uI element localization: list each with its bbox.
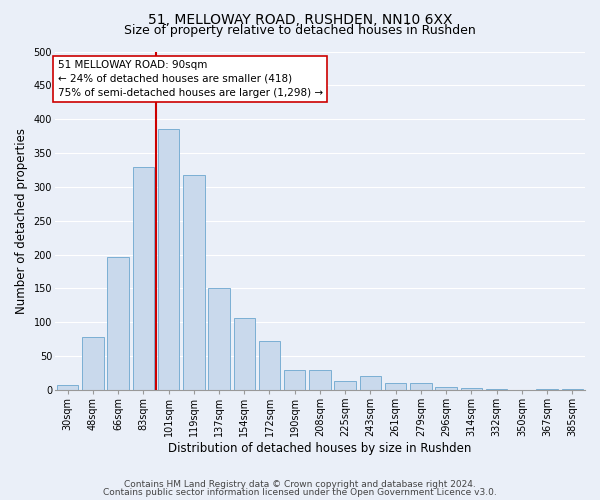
Bar: [360, 376, 381, 390]
Bar: [309, 370, 331, 390]
Bar: [461, 388, 482, 390]
Bar: [562, 388, 583, 390]
Bar: [334, 381, 356, 390]
X-axis label: Distribution of detached houses by size in Rushden: Distribution of detached houses by size …: [168, 442, 472, 455]
Bar: [57, 384, 79, 390]
Bar: [385, 383, 406, 390]
Bar: [259, 342, 280, 390]
Bar: [208, 288, 230, 390]
Text: Contains public sector information licensed under the Open Government Licence v3: Contains public sector information licen…: [103, 488, 497, 497]
Bar: [158, 130, 179, 390]
Bar: [107, 256, 129, 390]
Text: 51, MELLOWAY ROAD, RUSHDEN, NN10 6XX: 51, MELLOWAY ROAD, RUSHDEN, NN10 6XX: [148, 12, 452, 26]
Bar: [133, 166, 154, 390]
Bar: [436, 386, 457, 390]
Text: 51 MELLOWAY ROAD: 90sqm
← 24% of detached houses are smaller (418)
75% of semi-d: 51 MELLOWAY ROAD: 90sqm ← 24% of detache…: [58, 60, 323, 98]
Bar: [284, 370, 305, 390]
Bar: [536, 388, 558, 390]
Bar: [410, 383, 431, 390]
Bar: [183, 174, 205, 390]
Text: Contains HM Land Registry data © Crown copyright and database right 2024.: Contains HM Land Registry data © Crown c…: [124, 480, 476, 489]
Text: Size of property relative to detached houses in Rushden: Size of property relative to detached ho…: [124, 24, 476, 37]
Y-axis label: Number of detached properties: Number of detached properties: [15, 128, 28, 314]
Bar: [233, 318, 255, 390]
Bar: [82, 337, 104, 390]
